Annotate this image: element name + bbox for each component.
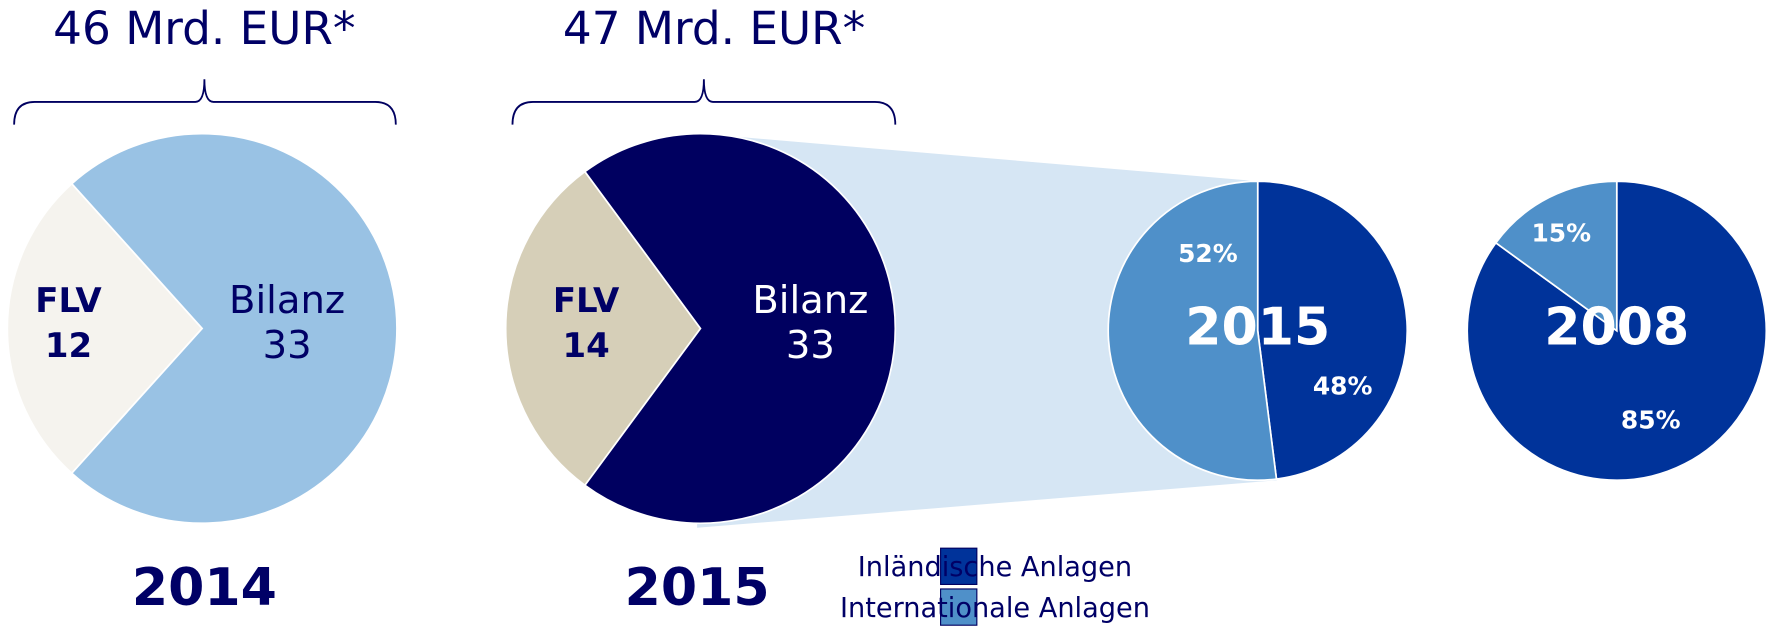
year-label: 2008 bbox=[1544, 298, 1689, 358]
legend-swatch bbox=[940, 588, 978, 626]
year-label: 2015 bbox=[625, 558, 770, 618]
slice-value: 33 bbox=[263, 323, 312, 368]
brace bbox=[13, 79, 397, 125]
legend-label: Internationale Anlagen bbox=[840, 593, 1150, 624]
slice-label: 48% bbox=[1313, 371, 1373, 400]
chart-title: 46 Mrd. EUR* bbox=[53, 2, 355, 55]
legend-label: Inländische Anlagen bbox=[858, 552, 1132, 583]
slice-label: 15% bbox=[1531, 218, 1591, 247]
slice-name: FLV bbox=[35, 281, 102, 321]
pie-slice bbox=[504, 170, 702, 487]
slice-name: Bilanz bbox=[752, 278, 868, 323]
slice-value: 14 bbox=[562, 326, 609, 366]
year-label: 2015 bbox=[1185, 298, 1330, 358]
pie-slice bbox=[1256, 180, 1409, 481]
pie-slice bbox=[1494, 180, 1618, 333]
slice-label: 52% bbox=[1178, 239, 1238, 268]
legend-swatch bbox=[940, 547, 978, 585]
slice-value: 33 bbox=[786, 323, 835, 368]
slice-label: 85% bbox=[1621, 405, 1681, 434]
slice-value: 12 bbox=[45, 326, 92, 366]
pie-slice bbox=[1107, 180, 1278, 482]
chart-title: 47 Mrd. EUR* bbox=[563, 2, 865, 55]
slice-name: FLV bbox=[553, 281, 620, 321]
brace bbox=[511, 79, 897, 125]
pie-slice bbox=[583, 132, 897, 525]
year-label: 2014 bbox=[132, 558, 277, 618]
pie-slice bbox=[70, 132, 398, 525]
slice-name: Bilanz bbox=[229, 278, 345, 323]
pie-slice bbox=[6, 182, 204, 475]
